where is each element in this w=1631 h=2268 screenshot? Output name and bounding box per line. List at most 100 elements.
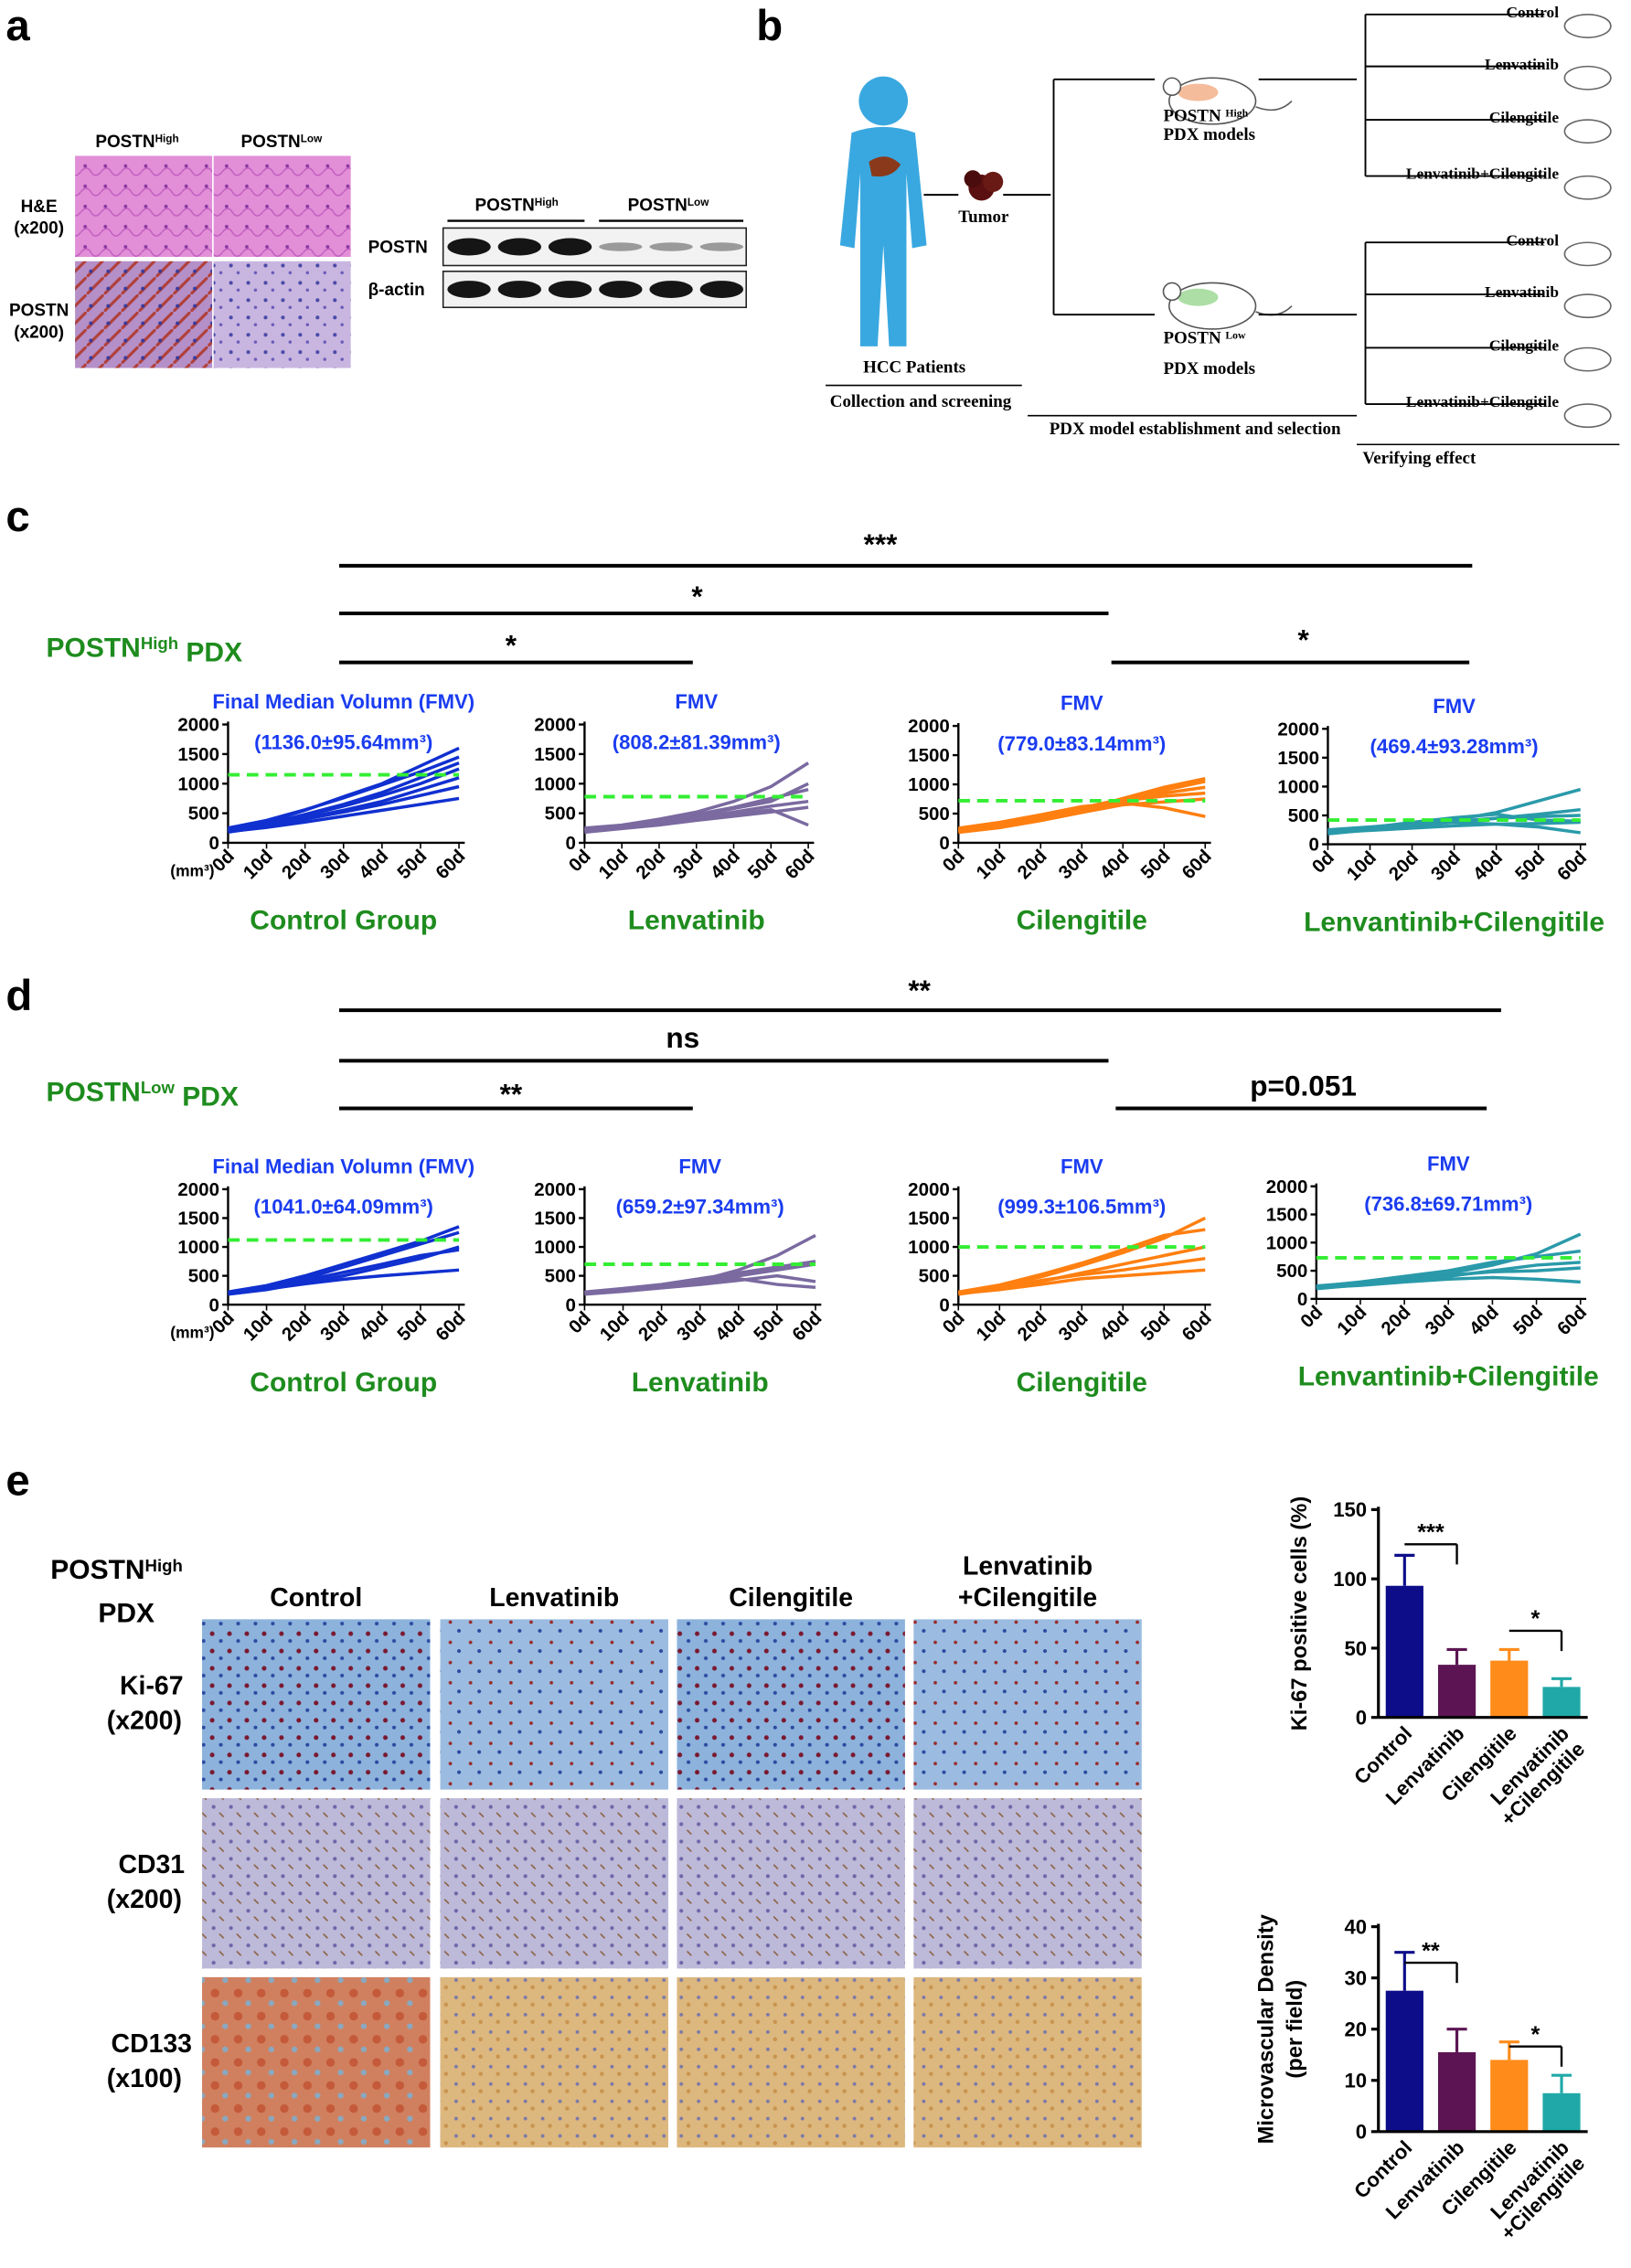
panel-label: c [5,493,29,541]
y-tick-label: 1000 [534,773,576,794]
micrograph [440,1976,668,2148]
x-tick-label: 20d [1385,847,1423,885]
y-tick-label: 50 [1345,1637,1368,1660]
tumor-icon [964,170,1004,201]
model-label-base: POSTN [1163,107,1225,126]
stage-label: Tumor [958,208,1008,227]
micrograph [677,1798,905,1969]
blot-column-header-sup: High [535,197,559,208]
group-label: Cilengitile [1017,1368,1147,1398]
x-tick-label: 30d [316,1307,354,1345]
y-tick-label: 2000 [908,1179,950,1200]
micrograph [440,1798,668,1969]
y-tick-label: 0 [1356,1707,1367,1730]
y-tick-label: 1000 [908,774,950,795]
x-tick-label: 10d [596,1307,634,1345]
significance-label: *** [1417,1520,1444,1546]
panel-label: a [5,2,30,50]
y-tick-label: 0 [1309,835,1319,856]
treatment-label: Control [1507,4,1560,21]
group-label: Lenvantinib+Cilengitile [1298,1362,1599,1392]
x-tick-label: 30d [316,846,354,883]
panel-label: e [5,1457,29,1506]
chart-title: FMV [1061,1155,1103,1178]
chart-subtitle: (659.2±97.34mm³) [616,1196,784,1219]
stage-label: Collection and screening [830,392,1012,411]
x-tick-label: 10d [972,846,1009,883]
growth-curve [228,776,460,833]
y-tick-label: 2000 [534,1179,576,1200]
blot-strip [442,227,748,267]
significance-label: ns [666,1021,699,1054]
group-label: Lenvantinib+Cilengitile [1304,907,1604,937]
blot-band [599,242,643,251]
y-unit: (mm³) [170,861,214,879]
y-tick-label: 1500 [1277,748,1319,769]
chart-title: FMV [1061,692,1103,715]
x-tick-label: 50d [1136,846,1174,883]
y-tick-label: 0 [209,1294,219,1315]
bar [1437,2051,1476,2132]
blot-column-header-base: POSTN [628,196,688,215]
significance-label: p=0.051 [1250,1069,1357,1102]
mouse-icon [1162,282,1293,330]
growth-curve [228,1248,460,1294]
growth-curve [1327,820,1581,835]
y-tick-label: 2000 [177,1179,219,1200]
x-tick-label: 60d [432,846,469,883]
y-tick-label: 0 [1356,2121,1367,2144]
group-label: Lenvatinib [628,906,765,936]
micrograph [913,1619,1142,1790]
blot-band [447,281,491,299]
blot-band [599,281,643,299]
blot-band [699,281,744,299]
micrograph [202,1976,431,2148]
micrograph [202,1798,431,1969]
x-tick-label: 20d [632,846,669,883]
x-tick-label: 10d [1343,847,1380,885]
mouse-icon [1162,77,1293,125]
y-tick-label: 20 [1345,2018,1368,2041]
column-title: Control [270,1583,362,1613]
row-title-base: POSTN [50,1555,144,1585]
growth-curve [584,1262,816,1294]
y-tick-label: 1000 [908,1237,950,1258]
stage-label: PDX model establishment and selection [1050,420,1341,439]
ihc-column-header-base: POSTN [95,133,155,152]
x-tick-label: 40d [1466,1302,1503,1339]
row-label: CD31 [118,1850,185,1879]
y-tick-label: 2000 [908,716,950,737]
chart-subtitle: (1041.0±64.09mm³) [254,1196,433,1219]
x-tick-label: 20d [1377,1302,1414,1339]
x-tick-label: 60d [432,1307,469,1345]
row-label: POSTN [9,302,69,321]
column-title: Lenvatinib [489,1583,619,1613]
x-tick-label: 30d [673,1307,710,1345]
chart-title: Final Median Volumn (FMV) [212,690,474,713]
x-tick-label: 10d [1333,1302,1370,1339]
blot-strip [442,271,748,309]
patient-figure [839,76,927,346]
y-tick-label: 1500 [908,1209,950,1230]
growth-curve [228,1225,460,1294]
model-label: PDX models [1163,359,1254,378]
bar [1542,1687,1581,1718]
ihc-column-header-sup: High [155,133,179,145]
significance-label: * [1297,623,1309,655]
growth-curve [958,776,1206,832]
chart-subtitle: (469.4±93.28mm³) [1370,735,1539,758]
y-tick-label: 100 [1333,1568,1367,1591]
mouse-icon [1563,13,1612,38]
model-label-base: POSTN [1163,329,1225,348]
x-tick-label: 40d [1095,1307,1133,1345]
x-tick-label: 50d [393,846,431,883]
bar [1437,1665,1476,1718]
treatment-label: Lenvatinib [1485,56,1559,73]
growth-curve [228,796,460,834]
y-tick-label: 0 [939,833,949,854]
significance-label: *** [864,527,899,560]
blot-row-label: β-actin [368,281,425,300]
mouse-icon [1563,65,1612,91]
y-tick-label: 0 [939,1294,949,1315]
row-label: (x100) [107,2064,182,2093]
